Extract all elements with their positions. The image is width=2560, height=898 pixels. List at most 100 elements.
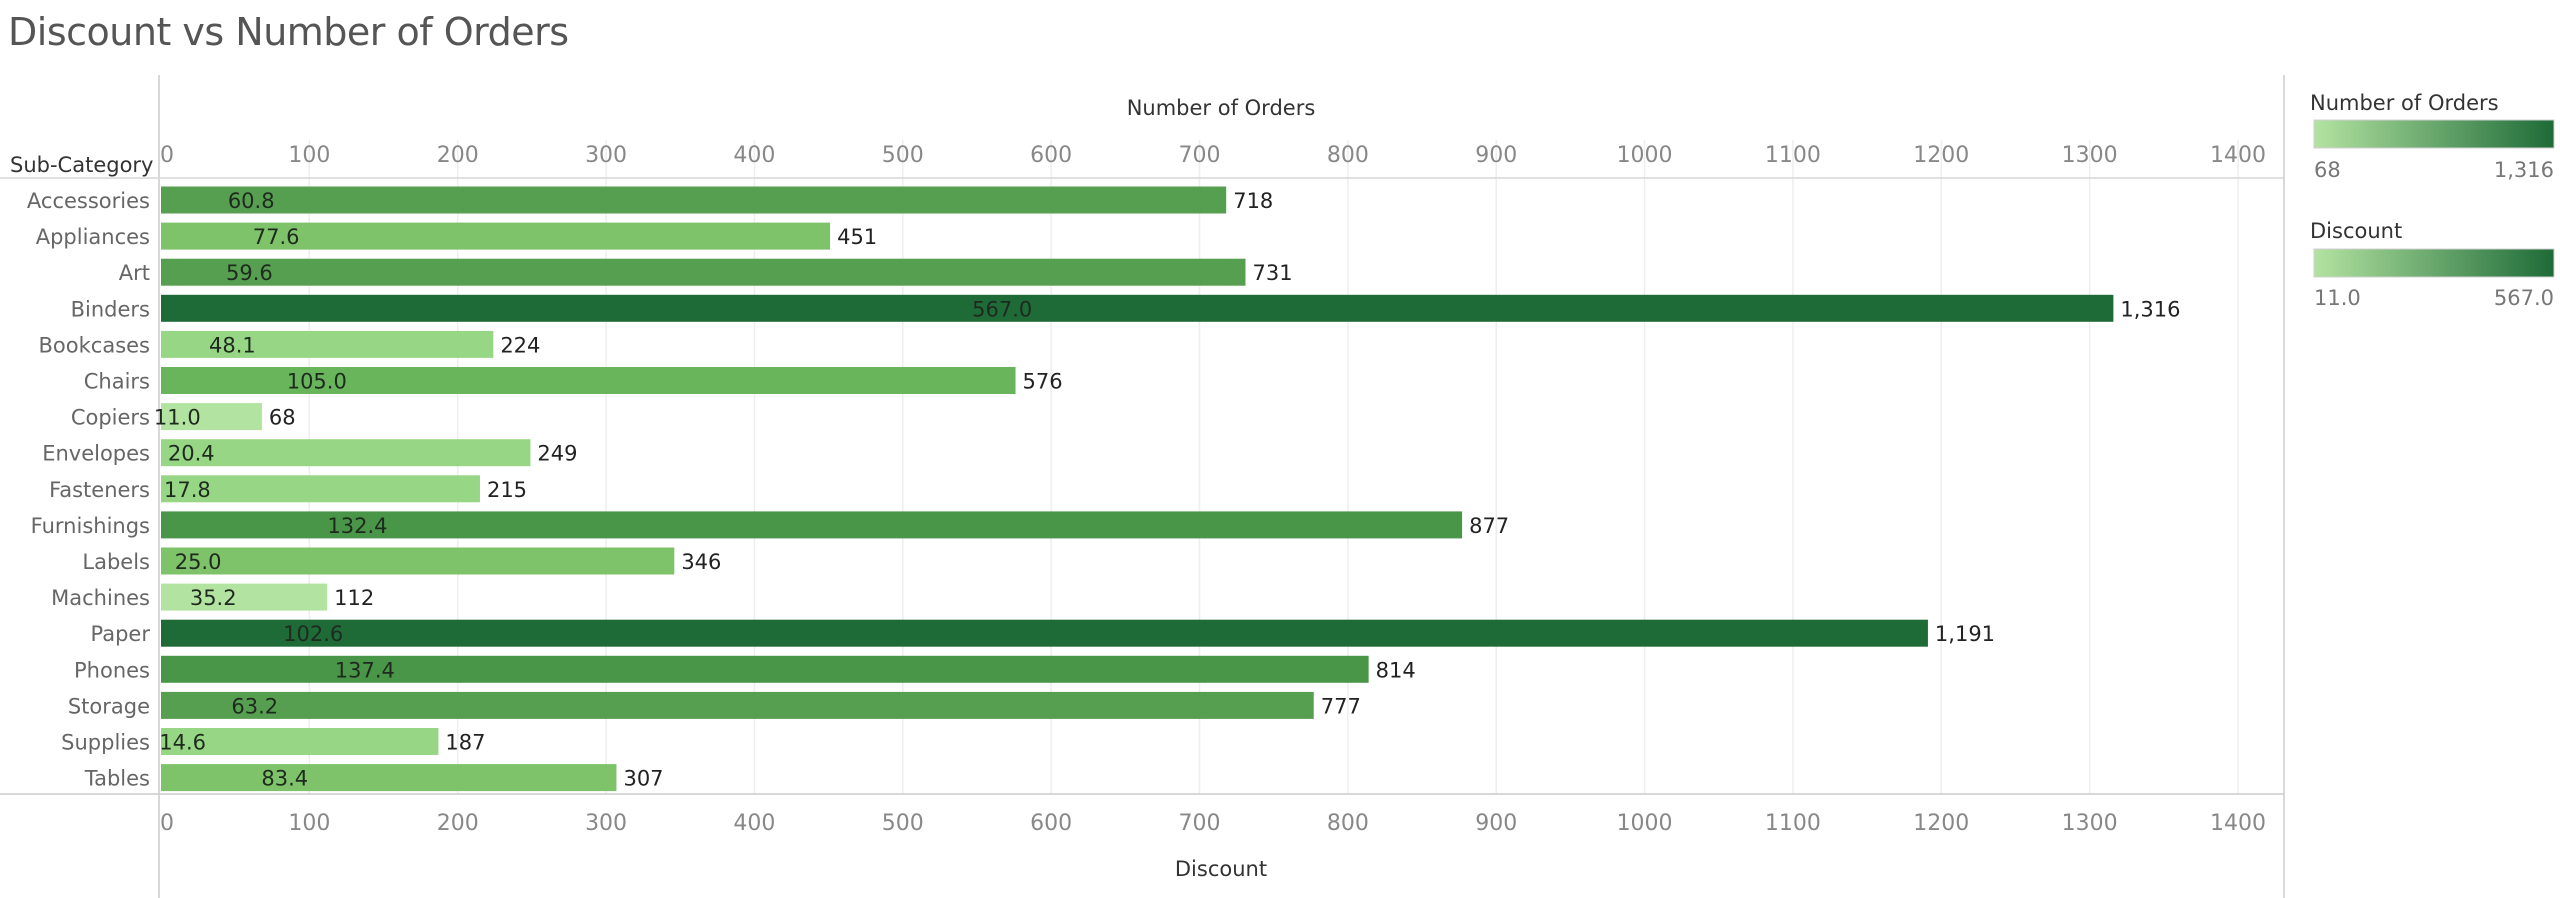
category-label: Art — [119, 261, 150, 285]
bar-value-label: 1,316 — [2120, 297, 2180, 321]
category-label: Tables — [84, 767, 150, 791]
discount-label: 63.2 — [231, 694, 278, 718]
bar-value-label: 307 — [623, 767, 663, 791]
bar-value-label: 576 — [1023, 370, 1063, 394]
discount-label: 59.6 — [226, 261, 273, 285]
bottom-axis-tick-label: 800 — [1327, 811, 1369, 836]
category-label: Copiers — [71, 406, 150, 430]
top-axis-tick-label: 1100 — [1765, 143, 1821, 168]
bottom-axis-ticks: 0 100 200 300 400 500 600 700 800 900 1000 1100 1200… — [160, 811, 2266, 836]
bottom-axis-tick-label: 400 — [733, 811, 775, 836]
chart-frame — [0, 75, 2285, 898]
category-label: Storage — [68, 694, 150, 718]
page-title: Discount vs Number of Orders — [8, 10, 569, 54]
bottom-axis-tick-label: 100 — [288, 811, 330, 836]
top-axis-tick-label: 200 — [437, 143, 479, 168]
bar — [161, 655, 1369, 683]
bar — [161, 186, 1227, 214]
discount-label: 20.4 — [168, 442, 215, 466]
discount-label: 83.4 — [261, 767, 308, 791]
bar — [161, 547, 675, 575]
bottom-axis-tick-label: 1100 — [1765, 811, 1821, 836]
discount-label: 25.0 — [175, 550, 222, 574]
bar-value-label: 346 — [681, 550, 721, 574]
bottom-axis-tick-label: 1300 — [2062, 811, 2118, 836]
bar — [161, 511, 1463, 539]
bar-value-label: 731 — [1252, 261, 1292, 285]
discount-label: 105.0 — [287, 370, 347, 394]
bar-value-label: 814 — [1376, 658, 1416, 682]
top-axis-tick-label: 500 — [882, 143, 924, 168]
discount-label: 35.2 — [190, 586, 237, 610]
bottom-axis-tick-label: 900 — [1475, 811, 1517, 836]
bar-value-label: 777 — [1321, 694, 1361, 718]
bar — [161, 619, 1928, 647]
bar-value-label: 249 — [537, 442, 577, 466]
legend-title: Discount — [2310, 219, 2402, 243]
bar — [161, 403, 262, 431]
bar — [161, 294, 2114, 322]
bar-value-label: 68 — [269, 406, 296, 430]
top-axis-title: Number of Orders — [1127, 96, 1316, 120]
bar-value-label: 1,191 — [1935, 622, 1995, 646]
top-axis-ticks: 0 100 200 300 400 500 600 700 800 900 1000 1100 1200… — [160, 143, 2266, 168]
discount-label: 137.4 — [335, 658, 395, 682]
top-axis-tick-label: 400 — [733, 143, 775, 168]
bar — [161, 367, 1016, 394]
bars: 718 60.8 451 77.6 731 59.6 1,316 567.0 224 48.1 57… — [154, 186, 2181, 792]
bottom-axis-tick-label: 600 — [1030, 811, 1072, 836]
bar — [161, 475, 480, 503]
top-axis-tick-label: 0 — [160, 143, 174, 168]
bar-value-label: 877 — [1469, 514, 1509, 538]
bar — [161, 764, 617, 792]
bottom-axis-tick-label: 700 — [1179, 811, 1221, 836]
bar — [161, 222, 831, 250]
bar — [161, 691, 1314, 719]
bar — [161, 439, 531, 467]
legend-min-label: 68 — [2314, 158, 2341, 182]
category-label: Supplies — [61, 731, 150, 755]
bar-value-label: 224 — [500, 333, 540, 357]
discount-label: 102.6 — [283, 622, 343, 646]
bottom-axis-tick-label: 1000 — [1617, 811, 1673, 836]
top-axis-tick-label: 800 — [1327, 143, 1369, 168]
top-axis-tick-label: 1000 — [1617, 143, 1673, 168]
top-axis-tick-label: 1200 — [1913, 143, 1969, 168]
legend-color-ramp — [2313, 248, 2555, 278]
bar-value-label: 718 — [1233, 189, 1273, 213]
bottom-axis-tick-label: 500 — [882, 811, 924, 836]
top-axis-tick-label: 900 — [1475, 143, 1517, 168]
top-axis-tick-label: 700 — [1179, 143, 1221, 168]
bottom-axis-title: Discount — [1175, 857, 1267, 881]
discount-label: 60.8 — [228, 189, 275, 213]
discount-label: 77.6 — [253, 225, 300, 249]
category-label: Labels — [82, 550, 150, 574]
legend-max-label: 1,316 — [2494, 158, 2554, 182]
legends: Number of Orders 68 1,316 Discount 11.0 567.0 — [2310, 91, 2555, 310]
bottom-axis-tick-label: 0 — [160, 811, 174, 836]
bar — [161, 583, 328, 611]
category-label: Envelopes — [42, 442, 150, 466]
category-label: Chairs — [84, 370, 150, 394]
discount-label: 14.6 — [159, 731, 206, 755]
bottom-axis-tick-label: 1400 — [2210, 811, 2266, 836]
category-label: Bookcases — [39, 333, 150, 357]
category-labels: Accessories Appliances Art Binders Bookcases… — [27, 189, 150, 791]
top-axis-tick-label: 1300 — [2062, 143, 2118, 168]
discount-label: 567.0 — [972, 297, 1032, 321]
category-label: Machines — [51, 586, 150, 610]
legend-color-ramp — [2313, 119, 2555, 149]
legend-min-label: 11.0 — [2314, 286, 2361, 310]
category-label: Paper — [91, 622, 151, 646]
discount-label: 48.1 — [209, 333, 256, 357]
legend-title: Number of Orders — [2310, 91, 2499, 115]
bar-value-label: 451 — [837, 225, 877, 249]
legend-max-label: 567.0 — [2494, 286, 2554, 310]
top-axis-tick-label: 1400 — [2210, 143, 2266, 168]
category-label: Appliances — [36, 225, 150, 249]
bar — [161, 258, 1246, 286]
discount-label: 132.4 — [327, 514, 387, 538]
bar-value-label: 187 — [445, 731, 485, 755]
top-axis-tick-label: 100 — [288, 143, 330, 168]
discount-label: 17.8 — [164, 478, 211, 502]
